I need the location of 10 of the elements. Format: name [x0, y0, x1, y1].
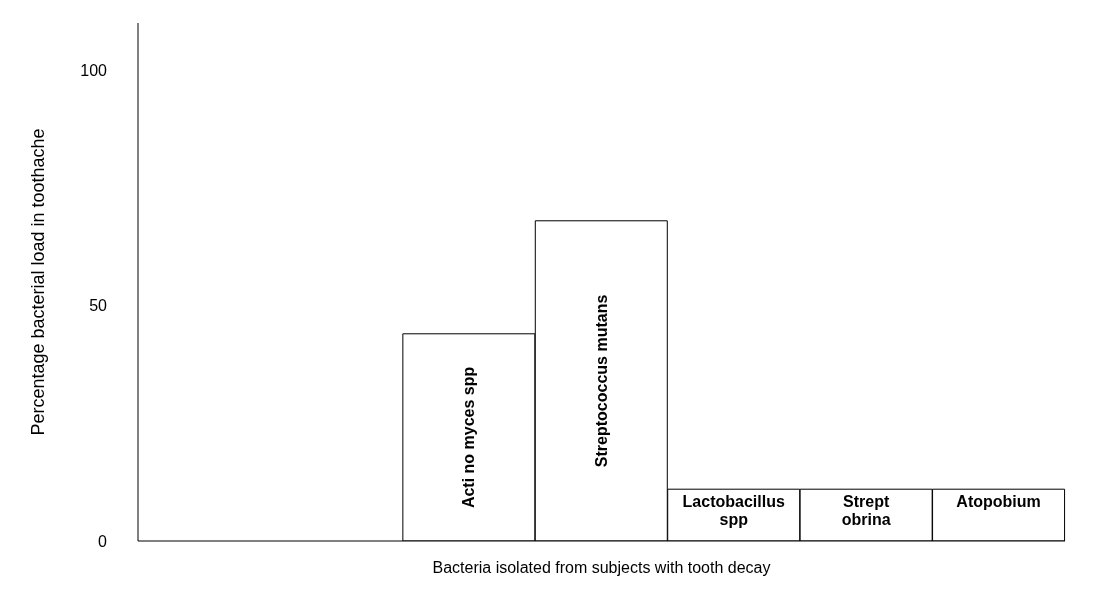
y-axis-title: Percentage bacterial load in toothache [28, 128, 49, 436]
y-tick-label: 0 [98, 532, 108, 550]
y-tick-label: 100 [80, 61, 108, 79]
x-tick-label: Lactobacillus spp [682, 493, 785, 529]
x-tick-label: Atopobium [956, 493, 1041, 511]
y-tick-label: 50 [89, 297, 108, 315]
x-axis-title: Bacteria isolated from subjects with tooth decay [432, 559, 771, 576]
x-tick-label: Strept obrina [841, 493, 891, 529]
x-tick-label: Streptococcus mutans [592, 294, 610, 468]
x-tick-label: Acti no myces spp [460, 366, 478, 509]
